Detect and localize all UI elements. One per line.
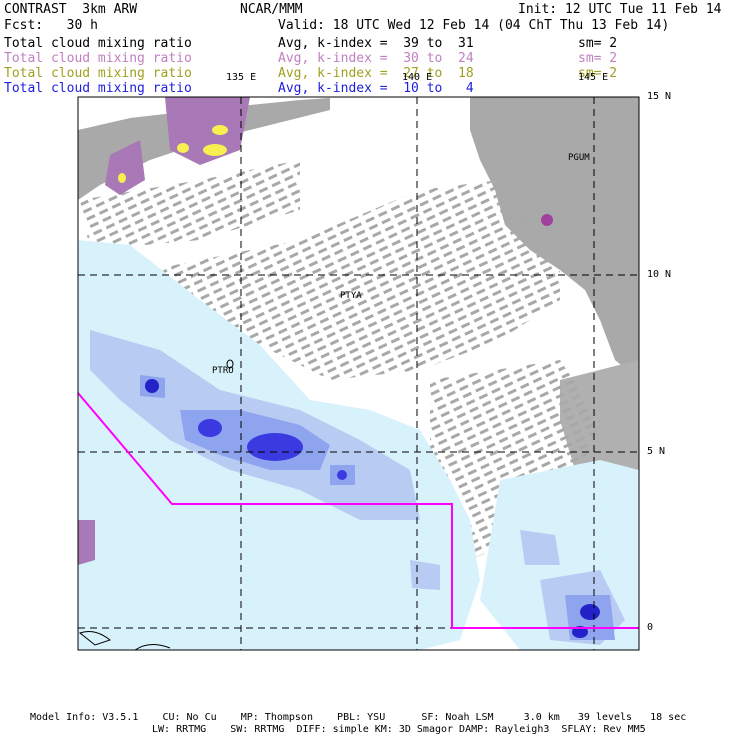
deep-cloud-core xyxy=(247,433,303,461)
cloud-fields xyxy=(78,97,639,650)
model-info-line2: LW: RRTMG SW: RRTMG DIFF: simple KM: 3D … xyxy=(152,724,646,735)
deep-cloud-core xyxy=(337,470,347,480)
field-stat-1: Avg, k-index = 39 to 31 xyxy=(278,36,474,51)
field-stat-3: Avg, k-index = 27 to 18 xyxy=(278,66,474,81)
yellow-cloud-region xyxy=(212,125,228,135)
purple-cloud-region xyxy=(165,97,250,165)
deep-cloud-core xyxy=(145,379,159,393)
lat-label-15n: 15 N xyxy=(647,91,672,102)
lat-label-0: 0 xyxy=(647,622,654,633)
station-ptro: PTRO xyxy=(212,366,234,376)
lon-label-135e: 135 E xyxy=(226,72,257,83)
lat-label-10n: 10 N xyxy=(647,269,672,280)
field-name-4: Total cloud mixing ratio xyxy=(4,81,192,96)
streaky-cloud-band xyxy=(150,180,560,380)
lat-label-5n: 5 N xyxy=(647,446,666,457)
valid-time: Valid: 18 UTC Wed 12 Feb 14 (04 ChT Thu … xyxy=(278,18,670,33)
lightblue-cloud-region xyxy=(520,530,560,565)
model-info-line1: Model Info: V3.5.1 CU: No Cu MP: Thompso… xyxy=(30,712,687,723)
lon-label-145e: 145 E xyxy=(578,72,609,83)
station-ptya: PTYA xyxy=(340,291,362,301)
purple-cloud-region xyxy=(105,140,145,195)
field-name-2: Total cloud mixing ratio xyxy=(4,51,192,66)
field-stat-4: Avg, k-index = 10 to 4 xyxy=(278,81,474,96)
streaky-cloud-band xyxy=(80,160,300,250)
field-name-3: Total cloud mixing ratio xyxy=(4,66,192,81)
field-stat-2: Avg, k-index = 30 to 24 xyxy=(278,51,474,66)
field-sm-1: sm= 2 xyxy=(578,36,618,51)
model-title: CONTRAST 3km ARW xyxy=(4,2,138,17)
deep-cloud-core xyxy=(198,419,222,437)
domain-boundary xyxy=(77,392,639,629)
gray-cloud-region xyxy=(78,98,330,200)
station-pgum: PGUM xyxy=(568,153,590,163)
field-sm-2: sm= 2 xyxy=(578,51,618,66)
field-name-1: Total cloud mixing ratio xyxy=(4,36,192,51)
lightblue-cloud-region xyxy=(410,560,440,590)
purple-cloud-region xyxy=(78,520,95,565)
yellow-cloud-region xyxy=(203,144,227,156)
field-sm-3: sm= 2 xyxy=(578,66,618,81)
map-frame xyxy=(77,96,640,651)
center-label: NCAR/MMM xyxy=(240,2,303,17)
deep-cloud-core xyxy=(580,604,600,620)
init-time: Init: 12 UTC Tue 11 Feb 14 xyxy=(518,2,722,17)
forecast-hour: Fcst: 30 h xyxy=(4,18,98,33)
purple-cloud-region xyxy=(541,214,553,226)
coastline xyxy=(78,359,234,651)
lon-label-140e: 140 E xyxy=(402,72,433,83)
yellow-cloud-region xyxy=(118,173,126,183)
yellow-cloud-region xyxy=(177,143,189,153)
